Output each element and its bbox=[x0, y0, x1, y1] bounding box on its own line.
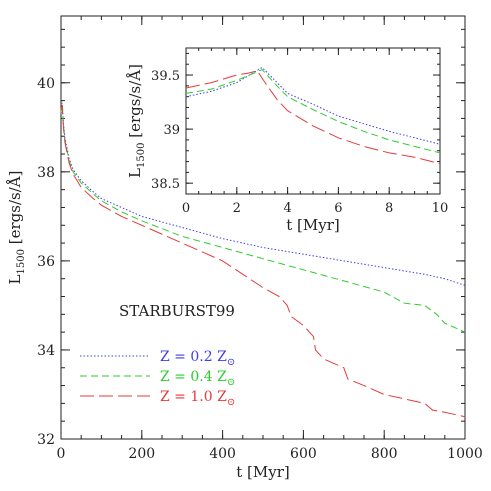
main-x-axis-label: t [Myr] bbox=[236, 463, 290, 481]
main-x-tick-label: 800 bbox=[371, 446, 398, 462]
main-y-tick-label: 36 bbox=[37, 254, 55, 270]
inset-y-axis-label: L1500 [ergs/s/Å] bbox=[126, 64, 147, 178]
main-y-axis-label-sub: 1500 bbox=[16, 249, 27, 274]
sun-symbol-icon: ⊙ bbox=[227, 377, 235, 388]
main-y-axis-label-main: L bbox=[6, 274, 24, 284]
inset-series-line bbox=[185, 66, 441, 145]
main-x-tick-label: 600 bbox=[290, 446, 317, 462]
legend-label: Z = 0.2 Z bbox=[160, 349, 227, 365]
inset-x-tick-label: 10 bbox=[432, 201, 449, 216]
legend: Z = 0.2 Z⊙Z = 0.4 Z⊙Z = 1.0 Z⊙ bbox=[80, 349, 235, 408]
main-y-tick-label: 38 bbox=[37, 165, 55, 181]
main-x-tick-label: 0 bbox=[57, 446, 66, 462]
inset-y-axis-label-sub: 1500 bbox=[136, 143, 147, 168]
starburst99-label: STARBURST99 bbox=[119, 302, 235, 320]
inset-x-tick-label: 0 bbox=[182, 201, 190, 216]
inset-series-line bbox=[185, 69, 441, 154]
main-series-line bbox=[60, 102, 466, 333]
main-x-tick-label: 200 bbox=[128, 446, 155, 462]
main-y-tick-label: 40 bbox=[37, 76, 55, 92]
main-y-tick-label: 32 bbox=[37, 432, 55, 448]
main-series-line bbox=[60, 104, 466, 418]
legend-label: Z = 0.4 Z bbox=[160, 369, 227, 385]
inset-x-tick-label: 4 bbox=[283, 201, 291, 216]
main-y-tick-label: 34 bbox=[37, 343, 55, 359]
inset-x-tick-label: 2 bbox=[233, 201, 241, 216]
inset-y-axis-label-unit: [ergs/s/Å] bbox=[126, 64, 144, 142]
inset-plot: 0 2 4 6 8 10 38.5 39 39.5 t [Myr] L1500 [ergs/s/Å] bbox=[126, 47, 449, 234]
sun-symbol-icon: ⊙ bbox=[227, 397, 235, 408]
inset-x-tick-label: 6 bbox=[334, 201, 342, 216]
inset-y-axis-label-main: L bbox=[126, 168, 144, 178]
main-y-axis-label: L1500 [ergs/s/Å] bbox=[6, 171, 27, 285]
sun-symbol-icon: ⊙ bbox=[227, 357, 235, 368]
inset-y-tick-label: 39 bbox=[163, 123, 180, 138]
inset-x-tick-label: 8 bbox=[385, 201, 393, 216]
main-y-axis-label-unit: [ergs/s/Å] bbox=[6, 171, 24, 249]
inset-frame bbox=[185, 47, 441, 195]
main-x-tick-label: 400 bbox=[209, 446, 236, 462]
legend-entry: Z = 0.2 Z⊙ bbox=[160, 349, 235, 368]
legend-label: Z = 1.0 Z bbox=[160, 389, 227, 405]
inset-series-line bbox=[185, 70, 441, 165]
inset-y-tick-label: 38.5 bbox=[151, 177, 180, 192]
inset-y-tick-label: 39.5 bbox=[151, 69, 180, 84]
legend-entry: Z = 0.4 Z⊙ bbox=[160, 369, 235, 388]
legend-entry: Z = 1.0 Z⊙ bbox=[160, 389, 235, 408]
main-x-tick-label: 1000 bbox=[447, 446, 483, 462]
inset-x-axis-label: t [Myr] bbox=[286, 216, 340, 234]
